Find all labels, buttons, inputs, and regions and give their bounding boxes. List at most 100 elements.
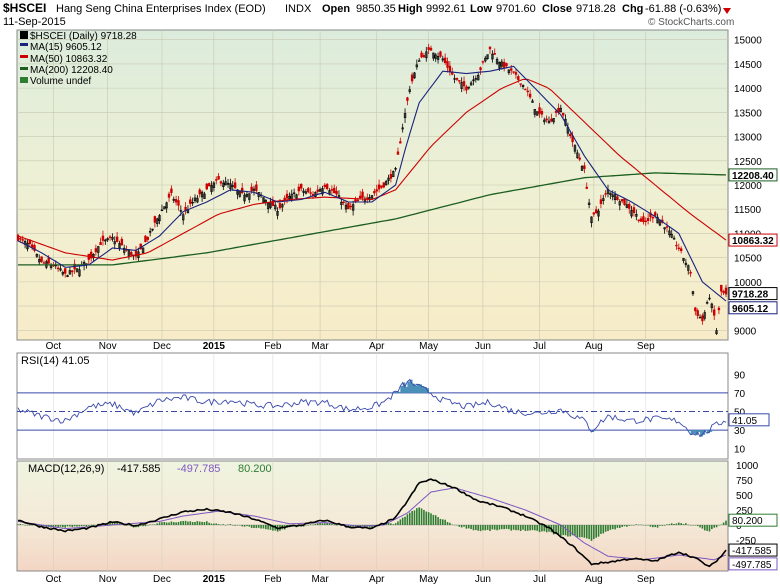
legend-swatch-volume [20, 77, 28, 83]
macd-hist-bar [517, 525, 520, 531]
candle-body [141, 247, 145, 254]
macd-hist-bar [64, 525, 66, 528]
rsi-y-tick-label: 70 [734, 389, 746, 400]
candle-body [710, 303, 714, 309]
macd-hist-bar [524, 525, 527, 531]
macd-hist-bar [144, 525, 147, 527]
macd-hist-bar [543, 525, 546, 532]
rsi-oversold-fill [707, 430, 710, 434]
candle-body [432, 52, 435, 59]
candle-body [274, 204, 277, 210]
macd-hist-bar [534, 525, 536, 531]
macd-hist-bar [43, 525, 45, 528]
open-value: 9850.35 [356, 3, 396, 15]
rsi-y-tick-label: 50 [734, 408, 746, 419]
macd-hist-bar [578, 525, 581, 538]
candle-body [108, 236, 112, 238]
candle-body [233, 182, 237, 189]
macd-hist-bar [635, 524, 638, 525]
candle-body [687, 265, 690, 271]
macd-hist-bar [338, 524, 340, 526]
candle-body [335, 190, 338, 195]
candle-body [448, 65, 452, 73]
macd-hist-bar [90, 524, 92, 526]
candle-body [243, 194, 246, 202]
x-tick-label: Oct [46, 574, 62, 585]
macd-hist-bar [696, 525, 699, 527]
macd-hist-bar [649, 525, 652, 527]
x-tick-label: Jul [533, 574, 546, 585]
price-legend: $HSCEI (Daily) 9718.28 MA(15) 9605.12 MA… [20, 31, 137, 87]
macd-hist-bar [24, 525, 26, 526]
candle-body [583, 165, 586, 169]
candle-body [113, 241, 116, 245]
macd-y-tick-label: 1000 [736, 461, 759, 472]
candle-body [158, 215, 161, 222]
macd-hist-bar [680, 523, 682, 525]
down-arrow-icon [723, 8, 731, 14]
candle-body [384, 181, 388, 186]
rsi-overbought-fill [419, 384, 422, 393]
candle-body [665, 226, 669, 228]
candle-body [207, 183, 211, 187]
candle-body [172, 198, 175, 201]
candle-body [387, 177, 390, 181]
macd-hist-bar [267, 525, 269, 530]
candle-body [679, 248, 683, 252]
x-tick-label: Jul [533, 341, 546, 352]
macd-hist-bar [191, 522, 194, 525]
close-label: Close [542, 3, 572, 15]
candle-body [64, 268, 67, 274]
macd-hist-bar [213, 523, 215, 525]
macd-hist-bar [607, 525, 609, 532]
macd-hist-bar [699, 525, 701, 528]
candle-body [115, 236, 119, 242]
candle-body [611, 194, 614, 197]
candle-body [146, 237, 149, 240]
macd-hist-bar [644, 525, 647, 526]
candle-body [104, 239, 107, 242]
candle-body [189, 199, 192, 204]
rsi-y-tick-label: 90 [734, 370, 746, 381]
ma50-line [17, 78, 727, 261]
macd-hist-bar [689, 525, 692, 526]
macd-hist-bar [109, 521, 111, 525]
macd-hist-bar [687, 524, 690, 526]
macd-hist-bar [477, 525, 479, 531]
legend-swatch-ma200 [20, 67, 28, 70]
legend-ma15: MA(15) 9605.12 [30, 42, 102, 53]
macd-hist-bar [38, 525, 41, 528]
x-tick-label: Feb [264, 574, 282, 585]
candle-body [297, 186, 301, 192]
macd-hist-bar [335, 525, 338, 526]
candle-body [61, 271, 65, 275]
macd-hist-bar [95, 525, 97, 526]
macd-hist-bar [253, 525, 255, 528]
candle-body [309, 192, 312, 194]
rsi-oversold-fill [688, 430, 691, 432]
macd-hist-bar [416, 508, 418, 525]
rsi-oversold-fill [704, 430, 708, 431]
candle-body [333, 187, 336, 194]
candle-body [724, 287, 728, 295]
macd-hist-bar [621, 525, 623, 527]
macd-hist-bar [406, 514, 409, 525]
macd-hist-bar [262, 525, 265, 529]
candle-body [394, 168, 397, 170]
macd-hist-bar [359, 525, 361, 526]
rsi-overbought-fill [405, 386, 408, 393]
macd-hist-bar [510, 525, 513, 531]
candle-body [406, 97, 409, 101]
macd-hist-bar [180, 521, 182, 525]
macd-hist-bar [701, 525, 704, 529]
macd-hist-bar [387, 522, 390, 525]
macd-hist-bar [52, 525, 55, 527]
rsi-oversold-fill [700, 430, 703, 437]
candle-body [56, 267, 60, 270]
candle-body [653, 212, 657, 216]
macd-hist-bar [265, 525, 267, 530]
candle-body [500, 61, 503, 67]
macd-hist-bar [161, 522, 163, 525]
candle-body [262, 197, 265, 203]
macd-hist-bar [630, 525, 633, 526]
